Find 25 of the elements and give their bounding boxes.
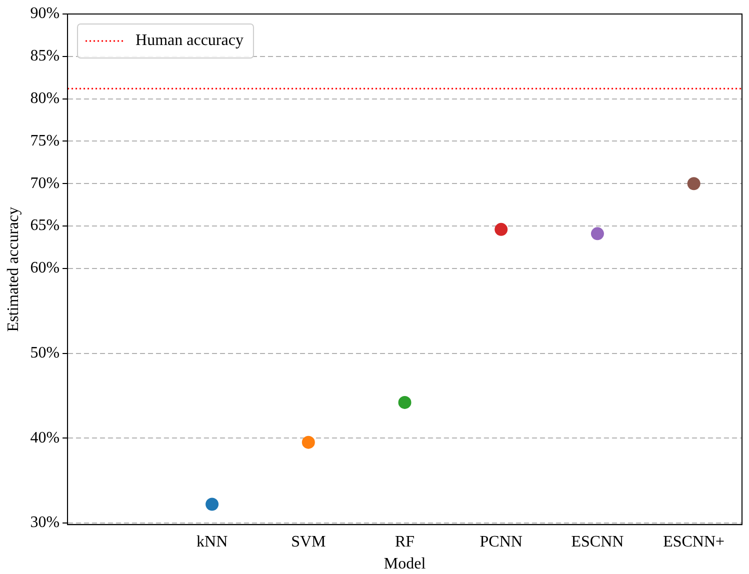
y-tick-label: 80%: [30, 90, 60, 108]
y-axis-title: Estimated accuracy: [4, 206, 22, 332]
y-tick-label: 40%: [30, 429, 60, 446]
x-tick-label: ESCNN: [571, 533, 624, 550]
x-tick-label: PCNN: [480, 533, 523, 550]
y-tick-label: 50%: [30, 344, 60, 362]
point: [494, 222, 508, 236]
point: [590, 227, 604, 240]
legend-label: Human accuracy: [136, 32, 244, 50]
y-tick-label: 70%: [30, 174, 60, 192]
y-tick-label: 90%: [30, 5, 60, 22]
y-tick-label: 30%: [30, 514, 60, 532]
x-tick-label: RF: [394, 533, 415, 550]
point: [302, 436, 315, 449]
y-tick-label: 85%: [30, 48, 60, 65]
point: [687, 177, 700, 190]
point: [398, 396, 412, 409]
y-tick-label: 75%: [30, 132, 60, 150]
x-tick-label: kNN: [196, 533, 228, 550]
x-axis-title: Model: [384, 556, 426, 573]
x-tick-label: SVM: [291, 533, 326, 550]
point: [206, 498, 219, 511]
y-tick-label: 65%: [30, 217, 60, 234]
y-tick-label: 60%: [30, 260, 60, 277]
x-tick-label: ESCNN+: [663, 533, 725, 550]
